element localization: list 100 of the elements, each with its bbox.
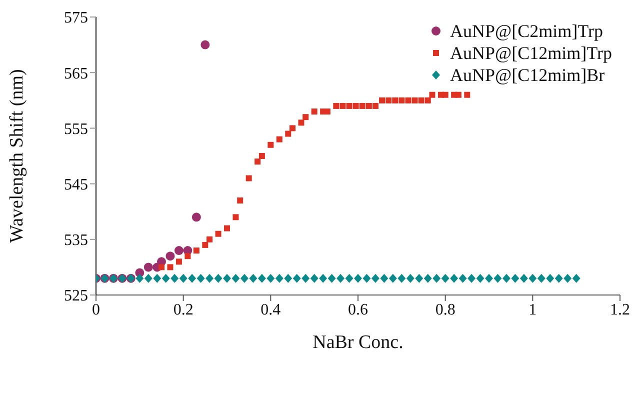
point — [176, 258, 182, 265]
point — [240, 274, 248, 283]
point — [290, 125, 296, 132]
point — [441, 274, 450, 283]
point — [398, 97, 405, 104]
point — [136, 274, 144, 283]
legend-label: AuNP@[C2mim]Trp — [450, 20, 603, 42]
point — [310, 274, 318, 283]
point — [249, 274, 258, 283]
point — [345, 274, 354, 283]
legend-label: AuNP@[C12mim]Trp — [450, 42, 612, 64]
point — [254, 158, 261, 165]
point — [144, 274, 152, 283]
point — [192, 212, 201, 222]
point — [324, 108, 330, 115]
point — [362, 274, 371, 283]
point — [237, 197, 244, 204]
y-tick-label: 535 — [64, 232, 88, 250]
point — [429, 92, 436, 98]
point — [380, 274, 388, 283]
point — [158, 264, 164, 270]
point — [346, 102, 352, 109]
point — [415, 274, 424, 283]
point — [153, 274, 162, 283]
point — [166, 252, 175, 261]
point — [455, 92, 462, 98]
point — [196, 274, 205, 283]
point — [319, 274, 328, 283]
point — [366, 102, 372, 109]
point — [336, 274, 345, 283]
point — [372, 102, 378, 109]
point — [412, 97, 418, 104]
x-tick-label: 1.2 — [610, 301, 630, 318]
point — [398, 274, 406, 283]
y-tick-label: 545 — [64, 176, 88, 194]
x-axis-title: NaBr Conc. — [312, 332, 404, 353]
point — [246, 175, 252, 182]
point — [520, 274, 528, 283]
point — [174, 246, 184, 256]
point — [275, 274, 284, 283]
point — [311, 108, 318, 115]
point — [405, 97, 412, 104]
x-tick-label: 0.2 — [173, 301, 194, 318]
y-tick-label: 555 — [64, 120, 88, 138]
point — [379, 97, 386, 104]
point — [340, 102, 346, 109]
x-tick-label: 0 — [92, 301, 100, 318]
point — [572, 274, 580, 283]
x-tick-label: 1 — [528, 301, 537, 318]
point — [179, 274, 188, 283]
point — [511, 274, 520, 283]
x-tick-label: 0.6 — [348, 301, 368, 318]
point — [232, 214, 239, 220]
point — [468, 274, 476, 283]
point — [528, 274, 537, 283]
point — [386, 97, 392, 104]
point — [206, 274, 214, 283]
point — [502, 274, 510, 283]
point — [359, 102, 366, 109]
point — [354, 274, 362, 283]
point — [214, 274, 222, 283]
y-tick-label: 575 — [64, 10, 88, 27]
point — [406, 274, 414, 283]
point — [184, 253, 191, 260]
point — [258, 274, 266, 283]
point — [485, 274, 493, 283]
legend-label: AuNP@[C12mim]Br — [450, 64, 605, 86]
point — [268, 142, 274, 148]
y-axis-title: Wavelength Shift (nm) — [6, 69, 28, 243]
point — [200, 40, 210, 50]
point — [224, 225, 230, 232]
point — [432, 274, 441, 283]
point — [392, 97, 398, 104]
point — [266, 274, 275, 283]
point — [298, 120, 304, 126]
y-tick-label: 525 — [64, 288, 88, 305]
point — [554, 274, 563, 283]
point — [258, 153, 265, 159]
point — [546, 274, 554, 283]
point — [328, 274, 336, 283]
point — [302, 274, 310, 283]
point — [424, 97, 431, 104]
point — [464, 92, 470, 98]
point — [206, 236, 213, 242]
point — [442, 92, 448, 98]
point — [371, 274, 380, 283]
point — [418, 97, 424, 104]
point — [232, 274, 240, 283]
point — [188, 274, 196, 283]
point — [202, 242, 208, 248]
point — [285, 130, 292, 137]
point — [292, 274, 301, 283]
point — [276, 136, 282, 142]
point — [352, 102, 359, 109]
point — [162, 274, 170, 283]
point — [476, 274, 484, 283]
x-tick-label: 0.8 — [435, 301, 456, 318]
point — [388, 274, 397, 283]
point — [302, 114, 309, 120]
point — [144, 262, 153, 272]
